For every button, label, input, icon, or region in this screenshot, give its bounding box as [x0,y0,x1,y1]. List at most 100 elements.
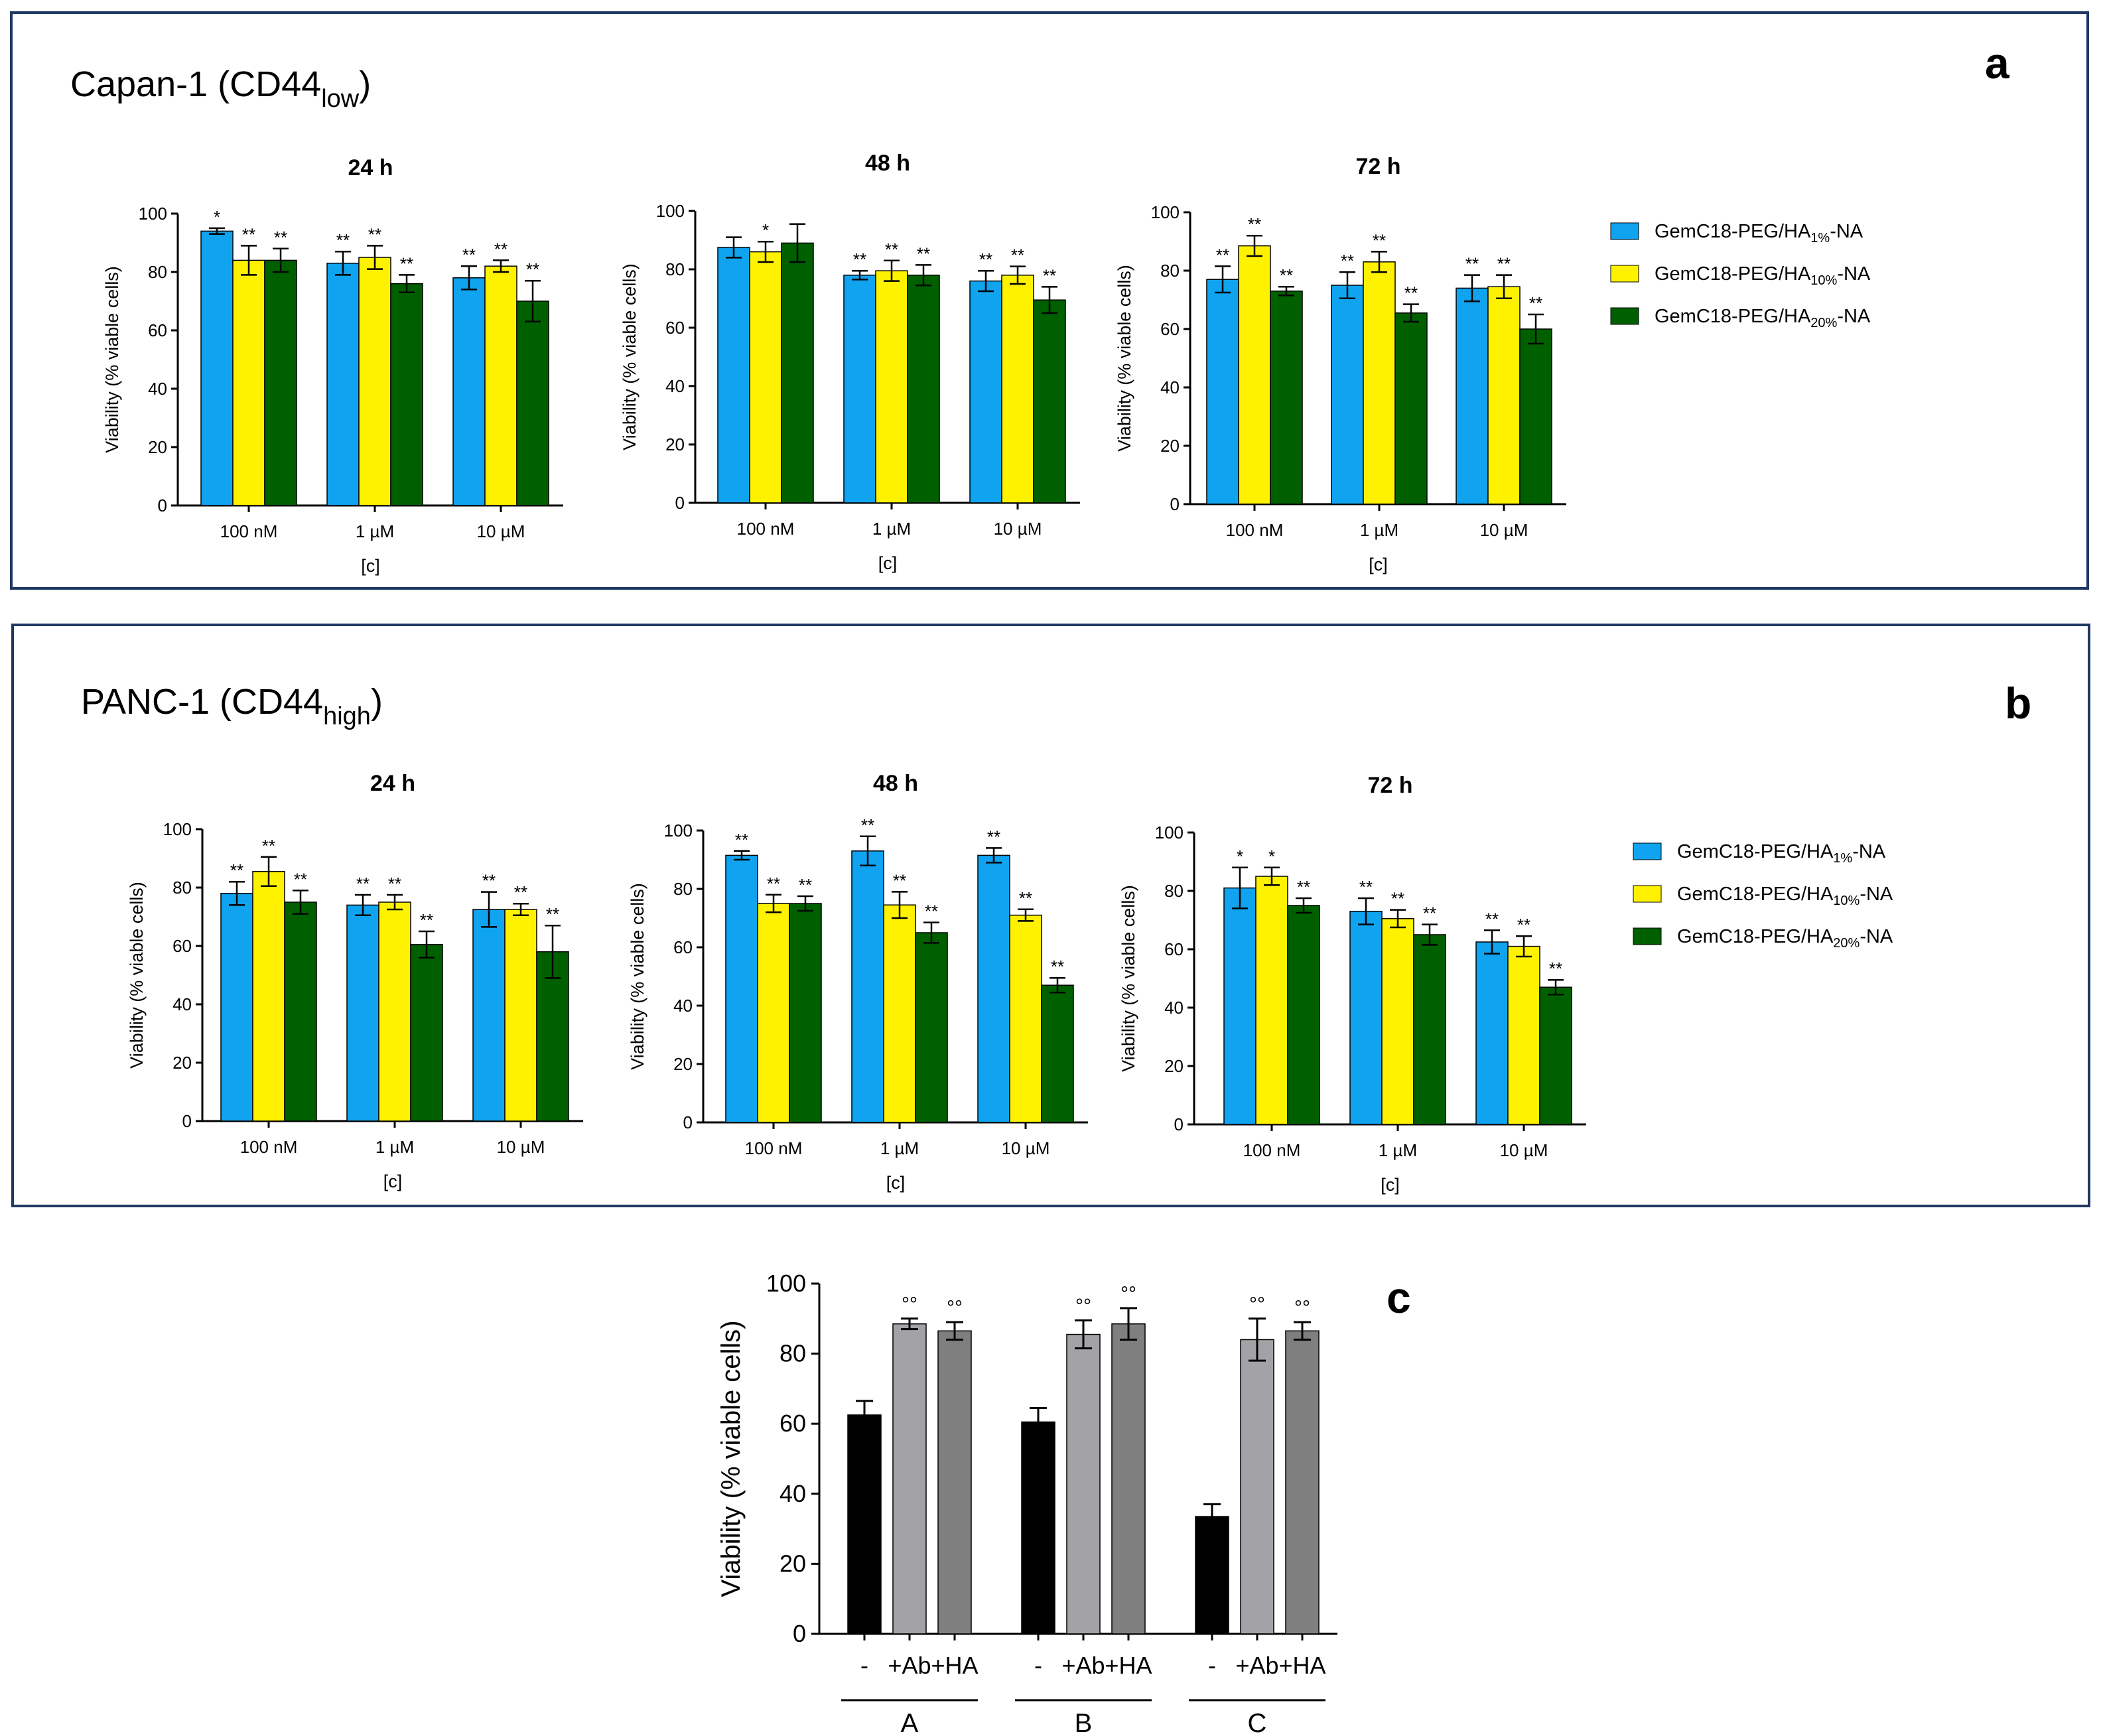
significance-mark: ** [1517,915,1530,935]
y-tick-label: 60 [1160,319,1180,339]
significance-mark: ** [1373,230,1386,250]
y-axis-label: Viability (% viable cells) [102,266,122,453]
significance-mark: °° [1249,1294,1265,1315]
chart-a-48h: 48 h 0 20 40 60 80 100 Viability (% viable cell… [620,151,1080,573]
chart-b-48h: 48 h 0 20 40 60 80 100 Viability (% viable cell… [628,771,1088,1193]
significance-mark: ** [514,882,527,902]
y-tick-label: 80 [673,879,693,899]
bar [264,259,297,506]
y-tick-label: 60 [172,936,192,956]
chart-a-24h: 24 h 0 20 40 60 80 100 Viability (% viable cell… [102,155,563,576]
significance-mark: °° [947,1297,963,1319]
legend-b-label-1: GemC18-PEG/HA1%-NA [1677,841,1886,866]
y-tick-label: 0 [1170,494,1180,514]
significance-mark: ** [917,243,930,263]
significance-mark: ** [400,253,413,273]
x-tick-label: 1 µM [1360,520,1398,540]
significance-mark: ** [767,874,780,894]
significance-mark: ** [861,815,874,835]
bar [390,283,423,506]
bar [472,909,506,1122]
x-tick-label: 1 µM [880,1138,919,1158]
y-tick-label: 60 [148,320,167,340]
x-tick-label: 1 µM [375,1137,414,1157]
chart-a-72h: 72 h 0 20 40 60 80 100 Viability (% viable cell… [1115,154,1566,574]
significance-mark: ** [1341,251,1354,271]
bar [1238,245,1271,505]
bar [1381,918,1414,1125]
y-tick-label: 40 [1160,377,1180,397]
y-tick-label: 0 [1174,1114,1184,1134]
y-tick-label: 100 [1151,202,1180,222]
significance-mark: °° [1120,1283,1136,1305]
y-tick-label: 0 [675,493,685,513]
significance-mark: ** [1011,245,1024,265]
group-label: C [1248,1709,1267,1736]
x-tick-label: 10 µM [1002,1138,1050,1158]
significance-mark: ** [1248,214,1261,234]
x-tick-label: 10 µM [477,521,525,541]
x-tick-label: - [860,1652,868,1679]
y-tick-label: 100 [656,201,685,221]
y-tick-label: 60 [1164,939,1184,959]
bar [410,944,443,1122]
bar [358,257,391,506]
panel-a-heading: Capan-1 (CD44low) [70,64,371,113]
significance-mark: ** [294,869,307,889]
x-tick-label: 10 µM [1500,1140,1548,1160]
bar [1349,911,1383,1125]
bar [1394,312,1428,505]
bar [1021,1421,1055,1635]
bar [892,1323,927,1635]
panel-c-letter: c [1387,1273,1411,1322]
y-tick-label: 20 [779,1550,806,1577]
bar [1331,285,1364,505]
bar [220,893,253,1122]
legend-b-swatch-3 [1633,927,1662,945]
significance-mark: ** [1391,889,1404,909]
x-tick-label: 10 µM [994,519,1042,539]
bar [883,904,916,1123]
bar [1206,279,1239,505]
y-axis-label: Viability (% viable cells) [1118,885,1138,1072]
y-axis-label: Viability (% viable cells) [127,882,147,1069]
bar [1033,299,1066,503]
x-tick-label: +HA [1105,1652,1152,1679]
bar [346,904,379,1122]
significance-mark: ** [1280,265,1293,285]
y-tick-label: 0 [683,1112,693,1132]
significance-mark: ** [925,901,938,921]
significance-mark: ** [462,245,476,265]
chart-title: 48 h [865,151,910,176]
y-tick-label: 0 [158,496,167,515]
x-tick-label: - [1208,1652,1216,1679]
bar [781,242,814,503]
bar [1066,1333,1101,1635]
significance-mark: ** [979,249,992,269]
y-tick-label: 80 [665,259,685,279]
legend-panel-b: GemC18-PEG/HA1%-NA GemC18-PEG/HA10%-NA G… [1633,841,1893,951]
x-axis-label: [c] [1381,1175,1400,1195]
y-axis-label: Viability (% viable cells) [1115,265,1134,452]
bar [1001,275,1034,503]
y-tick-label: 60 [665,318,685,338]
significance-mark: ** [526,259,539,279]
chart-b-24h: 24 h 0 20 40 60 80 100 Viability (% viable cell… [127,771,583,1191]
x-axis-label: [c] [1369,555,1388,574]
significance-mark: * [1268,846,1275,866]
y-tick-label: 20 [172,1053,192,1073]
legend-b-label-3: GemC18-PEG/HA20%-NA [1677,926,1893,951]
bar [915,932,948,1123]
significance-mark: ** [262,836,275,856]
bar [851,850,884,1123]
y-tick-label: 0 [793,1620,806,1647]
x-tick-label: 1 µM [1379,1140,1417,1160]
group-label: A [901,1709,919,1736]
significance-mark: ** [893,870,906,890]
y-tick-label: 20 [1160,436,1180,456]
bar [977,854,1010,1123]
legend-a-label-2: GemC18-PEG/HA10%-NA [1655,263,1871,288]
bar [1009,914,1042,1123]
significance-mark: ** [735,830,748,850]
